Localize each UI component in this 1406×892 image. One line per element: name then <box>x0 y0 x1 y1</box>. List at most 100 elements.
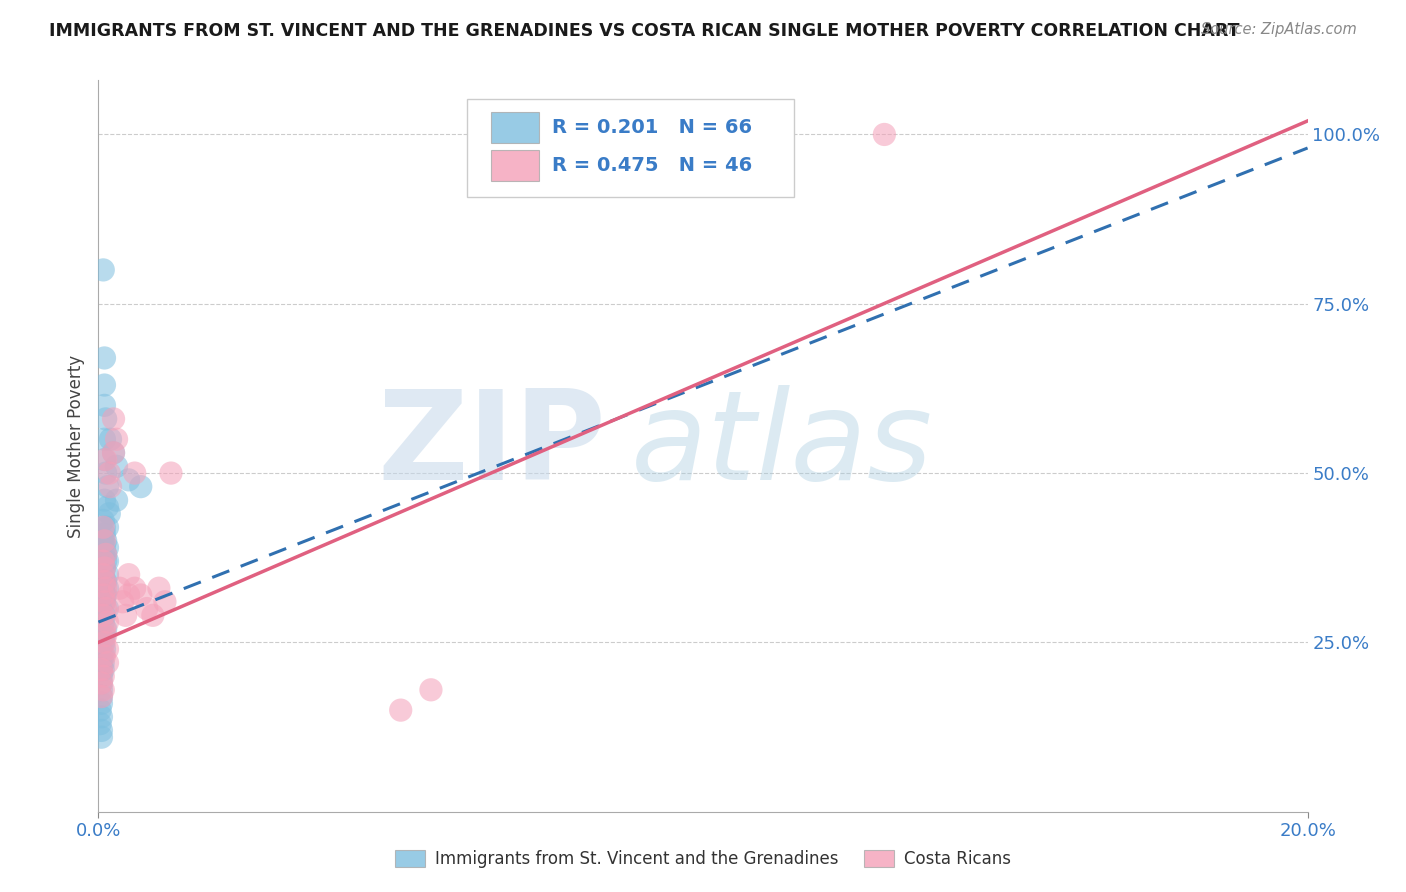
Point <box>98 507 121 521</box>
Point <box>96 642 118 657</box>
Point <box>90 676 112 690</box>
Point <box>111 595 134 609</box>
Point <box>93 541 115 555</box>
Point <box>91 554 114 568</box>
Point <box>105 459 128 474</box>
Point <box>135 601 157 615</box>
Point <box>93 595 115 609</box>
Point <box>93 527 115 541</box>
Point <box>129 588 152 602</box>
Point <box>96 500 118 514</box>
Point <box>91 663 114 677</box>
Point <box>96 601 118 615</box>
Point <box>91 608 114 623</box>
Point <box>93 561 115 575</box>
Point <box>90 676 112 690</box>
Text: R = 0.475   N = 46: R = 0.475 N = 46 <box>551 156 752 176</box>
Point <box>91 615 114 629</box>
Point <box>90 730 112 744</box>
Point <box>91 669 114 683</box>
Point <box>93 574 115 589</box>
FancyBboxPatch shape <box>467 99 793 197</box>
Point <box>91 635 114 649</box>
Point <box>96 656 118 670</box>
Point <box>93 629 115 643</box>
Point <box>108 581 131 595</box>
Point <box>96 581 118 595</box>
Point <box>90 723 112 738</box>
Point <box>94 547 117 561</box>
Point <box>93 574 115 589</box>
Point <box>94 452 117 467</box>
Point <box>91 656 114 670</box>
Point <box>90 690 112 704</box>
Point <box>96 567 118 582</box>
Point <box>94 533 117 548</box>
Point <box>91 514 114 528</box>
Point <box>118 588 141 602</box>
Point <box>93 588 115 602</box>
Point <box>90 663 112 677</box>
Point <box>94 588 117 602</box>
Point <box>91 581 114 595</box>
Legend: Immigrants from St. Vincent and the Grenadines, Costa Ricans: Immigrants from St. Vincent and the Gren… <box>388 843 1018 875</box>
Point <box>94 466 117 480</box>
Point <box>91 554 114 568</box>
Point <box>89 716 111 731</box>
Point <box>90 648 112 663</box>
Point <box>118 473 141 487</box>
Point <box>94 622 117 636</box>
Point <box>160 466 183 480</box>
Text: atlas: atlas <box>630 385 932 507</box>
Point <box>94 581 117 595</box>
Point <box>93 533 115 548</box>
Point <box>94 574 117 589</box>
Y-axis label: Single Mother Poverty: Single Mother Poverty <box>67 354 86 538</box>
Point <box>142 608 165 623</box>
FancyBboxPatch shape <box>492 112 538 144</box>
Point <box>93 351 115 365</box>
Point <box>93 595 115 609</box>
Point <box>91 567 114 582</box>
Point <box>93 561 115 575</box>
Point <box>124 466 146 480</box>
Point <box>91 263 114 277</box>
Point <box>91 595 114 609</box>
Point <box>96 615 118 629</box>
Point <box>90 663 112 677</box>
Point <box>93 452 115 467</box>
Point <box>118 567 141 582</box>
Point <box>89 703 111 717</box>
Point <box>93 520 115 534</box>
Point <box>124 581 146 595</box>
Point <box>91 588 114 602</box>
Point <box>91 567 114 582</box>
Point <box>105 432 128 446</box>
Point <box>93 608 115 623</box>
Point <box>94 629 117 643</box>
Point <box>91 648 114 663</box>
Point <box>873 128 896 142</box>
Text: Source: ZipAtlas.com: Source: ZipAtlas.com <box>1201 22 1357 37</box>
Point <box>100 432 122 446</box>
Point <box>91 629 114 643</box>
Point <box>114 608 136 623</box>
Point <box>129 480 152 494</box>
Point <box>90 682 112 697</box>
Point <box>103 412 125 426</box>
Point <box>93 648 115 663</box>
Point <box>90 669 112 683</box>
Point <box>93 622 115 636</box>
Point <box>94 412 117 426</box>
Point <box>93 635 115 649</box>
Text: R = 0.201   N = 66: R = 0.201 N = 66 <box>551 119 752 137</box>
Point <box>91 520 114 534</box>
Point <box>91 533 114 548</box>
Point <box>96 520 118 534</box>
Point <box>93 493 115 508</box>
Point <box>96 480 118 494</box>
Point <box>103 446 125 460</box>
Point <box>91 682 114 697</box>
Point <box>93 642 115 657</box>
FancyBboxPatch shape <box>492 151 538 181</box>
